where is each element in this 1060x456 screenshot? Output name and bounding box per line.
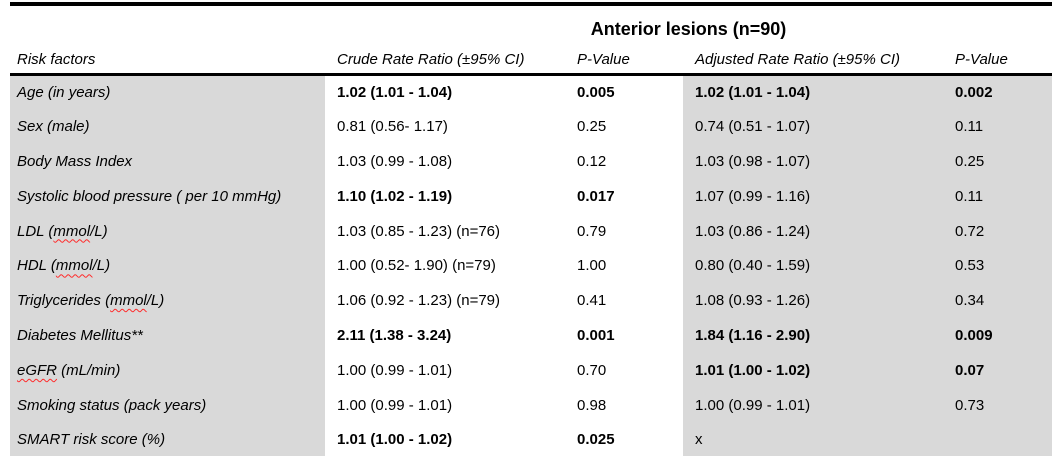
table-title: Anterior lesions (n=90) [590, 19, 787, 39]
crude-p-value-cell: 0.025 [577, 430, 615, 448]
risk-factor-cell: Body Mass Index [10, 144, 325, 179]
risk-factor-text: Systolic blood pressure ( per 10 mmHg) [17, 187, 282, 205]
risk-factor-text: Age (in years) [17, 84, 111, 102]
adjusted-rate-ratio-cell: x [683, 422, 948, 456]
risk-factor-text: HDL ( [17, 257, 56, 275]
crude-p-value-cell: 0.005 [577, 84, 615, 102]
adjusted-rate-ratio-cell: 0.74 (0.51 - 1.07) [683, 109, 948, 145]
crude-rate-ratio-cell: 1.00 (0.99 - 1.01) [337, 361, 453, 379]
adjusted-rate-ratio-cell: 1.00 (0.99 - 1.01) [683, 387, 948, 423]
adjusted-rate-ratio-cell: 0.80 (0.40 - 1.59) [683, 248, 948, 284]
crude-p-value-cell: 0.98 [577, 396, 607, 414]
crude-p-value-cell: 0.001 [577, 326, 615, 344]
risk-factor-text: SMART risk score (%) [17, 430, 166, 448]
table-row: eGFR (mL/min) 1.00 (0.99 - 1.01) 0.70 1.01 … [10, 352, 1052, 388]
table-row: Triglycerides (mmol/L) 1.06 (0.92 - 1.23)… [10, 283, 1052, 319]
crude-rate-ratio-cell: 2.11 (1.38 - 3.24) [337, 326, 452, 344]
risk-factor-cell: Sex (male) [10, 109, 325, 145]
adjusted-p-value-cell: 0.11 [948, 178, 1052, 214]
crude-rate-ratio-cell: 1.10 (1.02 - 1.19) [337, 187, 453, 205]
risk-factor-cell: Triglycerides (mmol/L) [10, 283, 325, 319]
crude-rate-ratio-cell: 1.03 (0.85 - 1.23) (n=76) [337, 222, 501, 240]
risk-factor-text: (mL/min) [57, 361, 121, 379]
risk-factor-cell: eGFR (mL/min) [10, 352, 325, 388]
table-row: LDL (mmol/L) 1.03 (0.85 - 1.23) (n=76) 0.7… [10, 213, 1052, 249]
adjusted-rate-ratio-cell: 1.03 (0.98 - 1.07) [683, 144, 948, 179]
adjusted-p-value-cell: 0.11 [948, 109, 1052, 145]
table-row: SMART risk score (%) 1.01 (1.00 - 1.02) 0.… [10, 422, 1052, 456]
adjusted-rate-ratio-cell: 1.02 (1.01 - 1.04) [683, 74, 948, 110]
table-title-row: Anterior lesions (n=90) [10, 4, 1052, 42]
adjusted-p-value-cell: 0.34 [948, 283, 1052, 319]
adjusted-rate-ratio-cell: 1.01 (1.00 - 1.02) [683, 352, 948, 388]
adjusted-rate-ratio-cell: 1.84 (1.16 - 2.90) [683, 318, 948, 353]
title-row-spacer [10, 4, 325, 42]
risk-factor-cell: Diabetes Mellitus** [10, 318, 325, 353]
misspelled-word: mmol [55, 257, 93, 275]
table-row: Age (in years) 1.02 (1.01 - 1.04) 0.005 1.0… [10, 74, 1052, 110]
risk-factor-text: Body Mass Index [17, 152, 133, 170]
adjusted-p-value-cell: 0.72 [948, 213, 1052, 249]
table-body: Age (in years) 1.02 (1.01 - 1.04) 0.005 1.0… [10, 74, 1052, 456]
adjusted-p-value-cell: 0.53 [948, 248, 1052, 284]
table-row: Systolic blood pressure ( per 10 mmHg) 1.… [10, 178, 1052, 214]
column-header-adjusted-p-value: P-Value [948, 42, 1052, 76]
risk-factor-text: Sex (male) [17, 118, 90, 136]
adjusted-p-value-cell: 0.25 [948, 144, 1052, 179]
crude-p-value-cell: 0.70 [577, 361, 607, 379]
adjusted-p-value-cell: 0.73 [948, 387, 1052, 423]
risk-factor-cell: Smoking status (pack years) [10, 387, 325, 423]
crude-rate-ratio-cell: 1.00 (0.52- 1.90) (n=79) [337, 257, 496, 275]
risk-factor-text: Diabetes Mellitus** [17, 326, 143, 344]
table-row: Body Mass Index 1.03 (0.99 - 1.08) 0.12 1.0… [10, 144, 1052, 179]
crude-rate-ratio-cell: 1.00 (0.99 - 1.01) [337, 396, 453, 414]
risk-factor-text: /L) [146, 292, 165, 310]
risk-factor-text: Triglycerides ( [17, 292, 111, 310]
risk-factor-cell: LDL (mmol/L) [10, 213, 325, 249]
risk-factor-cell: Age (in years) [10, 74, 325, 110]
adjusted-p-value-cell: 0.009 [948, 318, 1052, 353]
crude-rate-ratio-cell: 1.06 (0.92 - 1.23) (n=79) [337, 292, 501, 310]
crude-rate-ratio-cell: 1.03 (0.99 - 1.08) [337, 152, 453, 170]
misspelled-word: mmol [110, 292, 147, 310]
table-row: Smoking status (pack years) 1.00 (0.99 - … [10, 387, 1052, 423]
crude-p-value-cell: 1.00 [577, 257, 607, 275]
risk-factor-text: /L) [92, 257, 111, 275]
table-row: Sex (male) 0.81 (0.56- 1.17) 0.25 0.74 (0.5… [10, 109, 1052, 145]
misspelled-word: eGFR [17, 361, 58, 379]
adjusted-p-value-cell: 0.002 [948, 74, 1052, 110]
column-header-adjusted-rate-ratio: Adjusted Rate Ratio (±95% CI) [683, 42, 948, 76]
risk-factor-text: LDL ( [17, 222, 54, 240]
risk-factor-cell: SMART risk score (%) [10, 422, 325, 456]
table-row: Diabetes Mellitus** 2.11 (1.38 - 3.24) 0.0… [10, 318, 1052, 353]
adjusted-p-value-cell [948, 422, 1052, 456]
crude-rate-ratio-cell: 1.02 (1.01 - 1.04) [337, 84, 453, 102]
crude-p-value-cell: 0.79 [577, 222, 607, 240]
crude-p-value-cell: 0.017 [577, 187, 615, 205]
table-row: HDL (mmol/L) 1.00 (0.52- 1.90) (n=79) 1.00… [10, 248, 1052, 284]
column-header-crude-rate-ratio: Crude Rate Ratio (±95% CI) [325, 42, 570, 76]
risk-factor-text: Smoking status (pack years) [17, 396, 207, 414]
column-header-crude-p-value: P-Value [570, 42, 683, 76]
crude-p-value-cell: 0.25 [577, 118, 607, 136]
risk-factor-cell: HDL (mmol/L) [10, 248, 325, 284]
risk-factor-text: /L) [90, 222, 108, 240]
crude-rate-ratio-cell: 0.81 (0.56- 1.17) [337, 118, 448, 136]
adjusted-rate-ratio-cell: 1.03 (0.86 - 1.24) [683, 213, 948, 249]
risk-factor-cell: Systolic blood pressure ( per 10 mmHg) [10, 178, 325, 214]
anterior-lesions-table: Anterior lesions (n=90) Risk factors Cru… [10, 2, 1052, 456]
crude-p-value-cell: 0.41 [577, 292, 607, 310]
crude-rate-ratio-cell: 1.01 (1.00 - 1.02) [337, 430, 453, 448]
adjusted-rate-ratio-cell: 1.07 (0.99 - 1.16) [683, 178, 948, 214]
adjusted-rate-ratio-cell: 1.08 (0.93 - 1.26) [683, 283, 948, 319]
table-header-row: Risk factors Crude Rate Ratio (±95% CI) … [10, 42, 1052, 76]
misspelled-word: mmol [53, 222, 91, 240]
adjusted-p-value-cell: 0.07 [948, 352, 1052, 388]
crude-p-value-cell: 0.12 [577, 152, 607, 170]
column-header-risk-factors: Risk factors [10, 42, 325, 76]
